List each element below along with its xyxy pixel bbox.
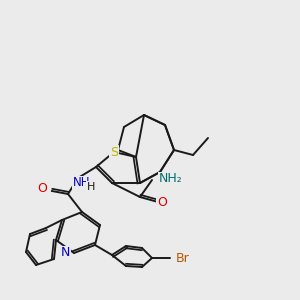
Text: H: H (87, 182, 95, 192)
Text: N: N (61, 247, 70, 260)
Text: NH: NH (73, 176, 91, 190)
Text: Br: Br (176, 251, 190, 265)
Text: O: O (157, 196, 167, 208)
Text: O: O (37, 182, 47, 196)
Text: S: S (110, 146, 118, 158)
Text: NH₂: NH₂ (159, 172, 183, 185)
